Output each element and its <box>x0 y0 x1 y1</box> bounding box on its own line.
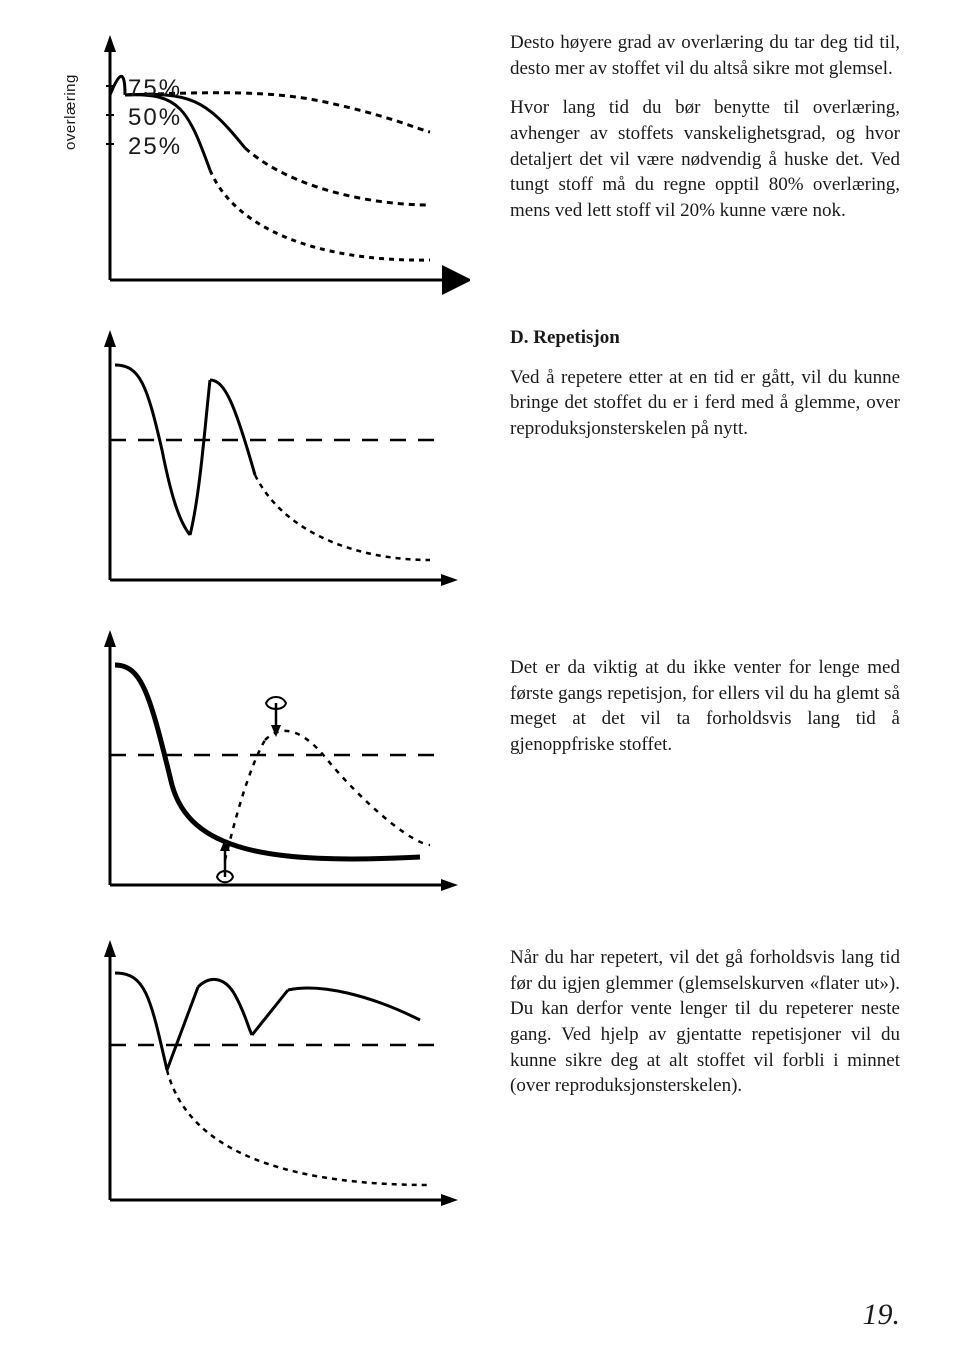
row-timing: Det er da viktig at du ikke venter for l… <box>70 625 900 905</box>
y-axis-label: overlæring <box>62 74 79 150</box>
figure-overlearning: overlæring 75% 50% 25% <box>70 30 470 295</box>
para: Når du har repetert, vil det gå forholds… <box>510 945 900 1099</box>
para: Hvor lang tid du bør benytte til overlær… <box>510 95 900 223</box>
text-repetition: D. Repetisjon Ved å repetere etter at en… <box>470 325 900 595</box>
percent-labels: 75% 50% 25% <box>128 75 182 162</box>
page-number: 19. <box>863 1298 901 1332</box>
figure-spacing <box>70 935 470 1225</box>
pct-50: 50% <box>128 104 182 133</box>
figure-repetition <box>70 325 470 595</box>
pct-75: 75% <box>128 75 182 104</box>
text-overlearning: Desto høyere grad av overlæring du tar d… <box>470 30 900 295</box>
heading-repetition: D. Repetisjon <box>510 325 900 351</box>
chart-spacing <box>70 935 470 1225</box>
page: overlæring 75% 50% 25% <box>0 0 960 1354</box>
pct-25: 25% <box>128 133 182 162</box>
curve-25-dash <box>210 170 430 260</box>
para: Det er da viktig at du ikke venter for l… <box>510 655 900 758</box>
text-spacing: Når du har repetert, vil det gå forholds… <box>470 935 900 1225</box>
para: Desto høyere grad av overlæring du tar d… <box>510 30 900 81</box>
row-repetition: D. Repetisjon Ved å repetere etter at en… <box>70 325 900 595</box>
text-timing: Det er da viktig at du ikke venter for l… <box>470 625 900 905</box>
figure-timing <box>70 625 470 905</box>
chart-timing <box>70 625 470 905</box>
row-overlearning: overlæring 75% 50% 25% <box>70 30 900 295</box>
para: Ved å repetere etter at en tid er gått, … <box>510 365 900 442</box>
chart-repetition <box>70 325 470 595</box>
row-spacing: Når du har repetert, vil det gå forholds… <box>70 935 900 1225</box>
chart-overlearning <box>70 30 470 295</box>
curve-50-dash <box>245 148 430 205</box>
